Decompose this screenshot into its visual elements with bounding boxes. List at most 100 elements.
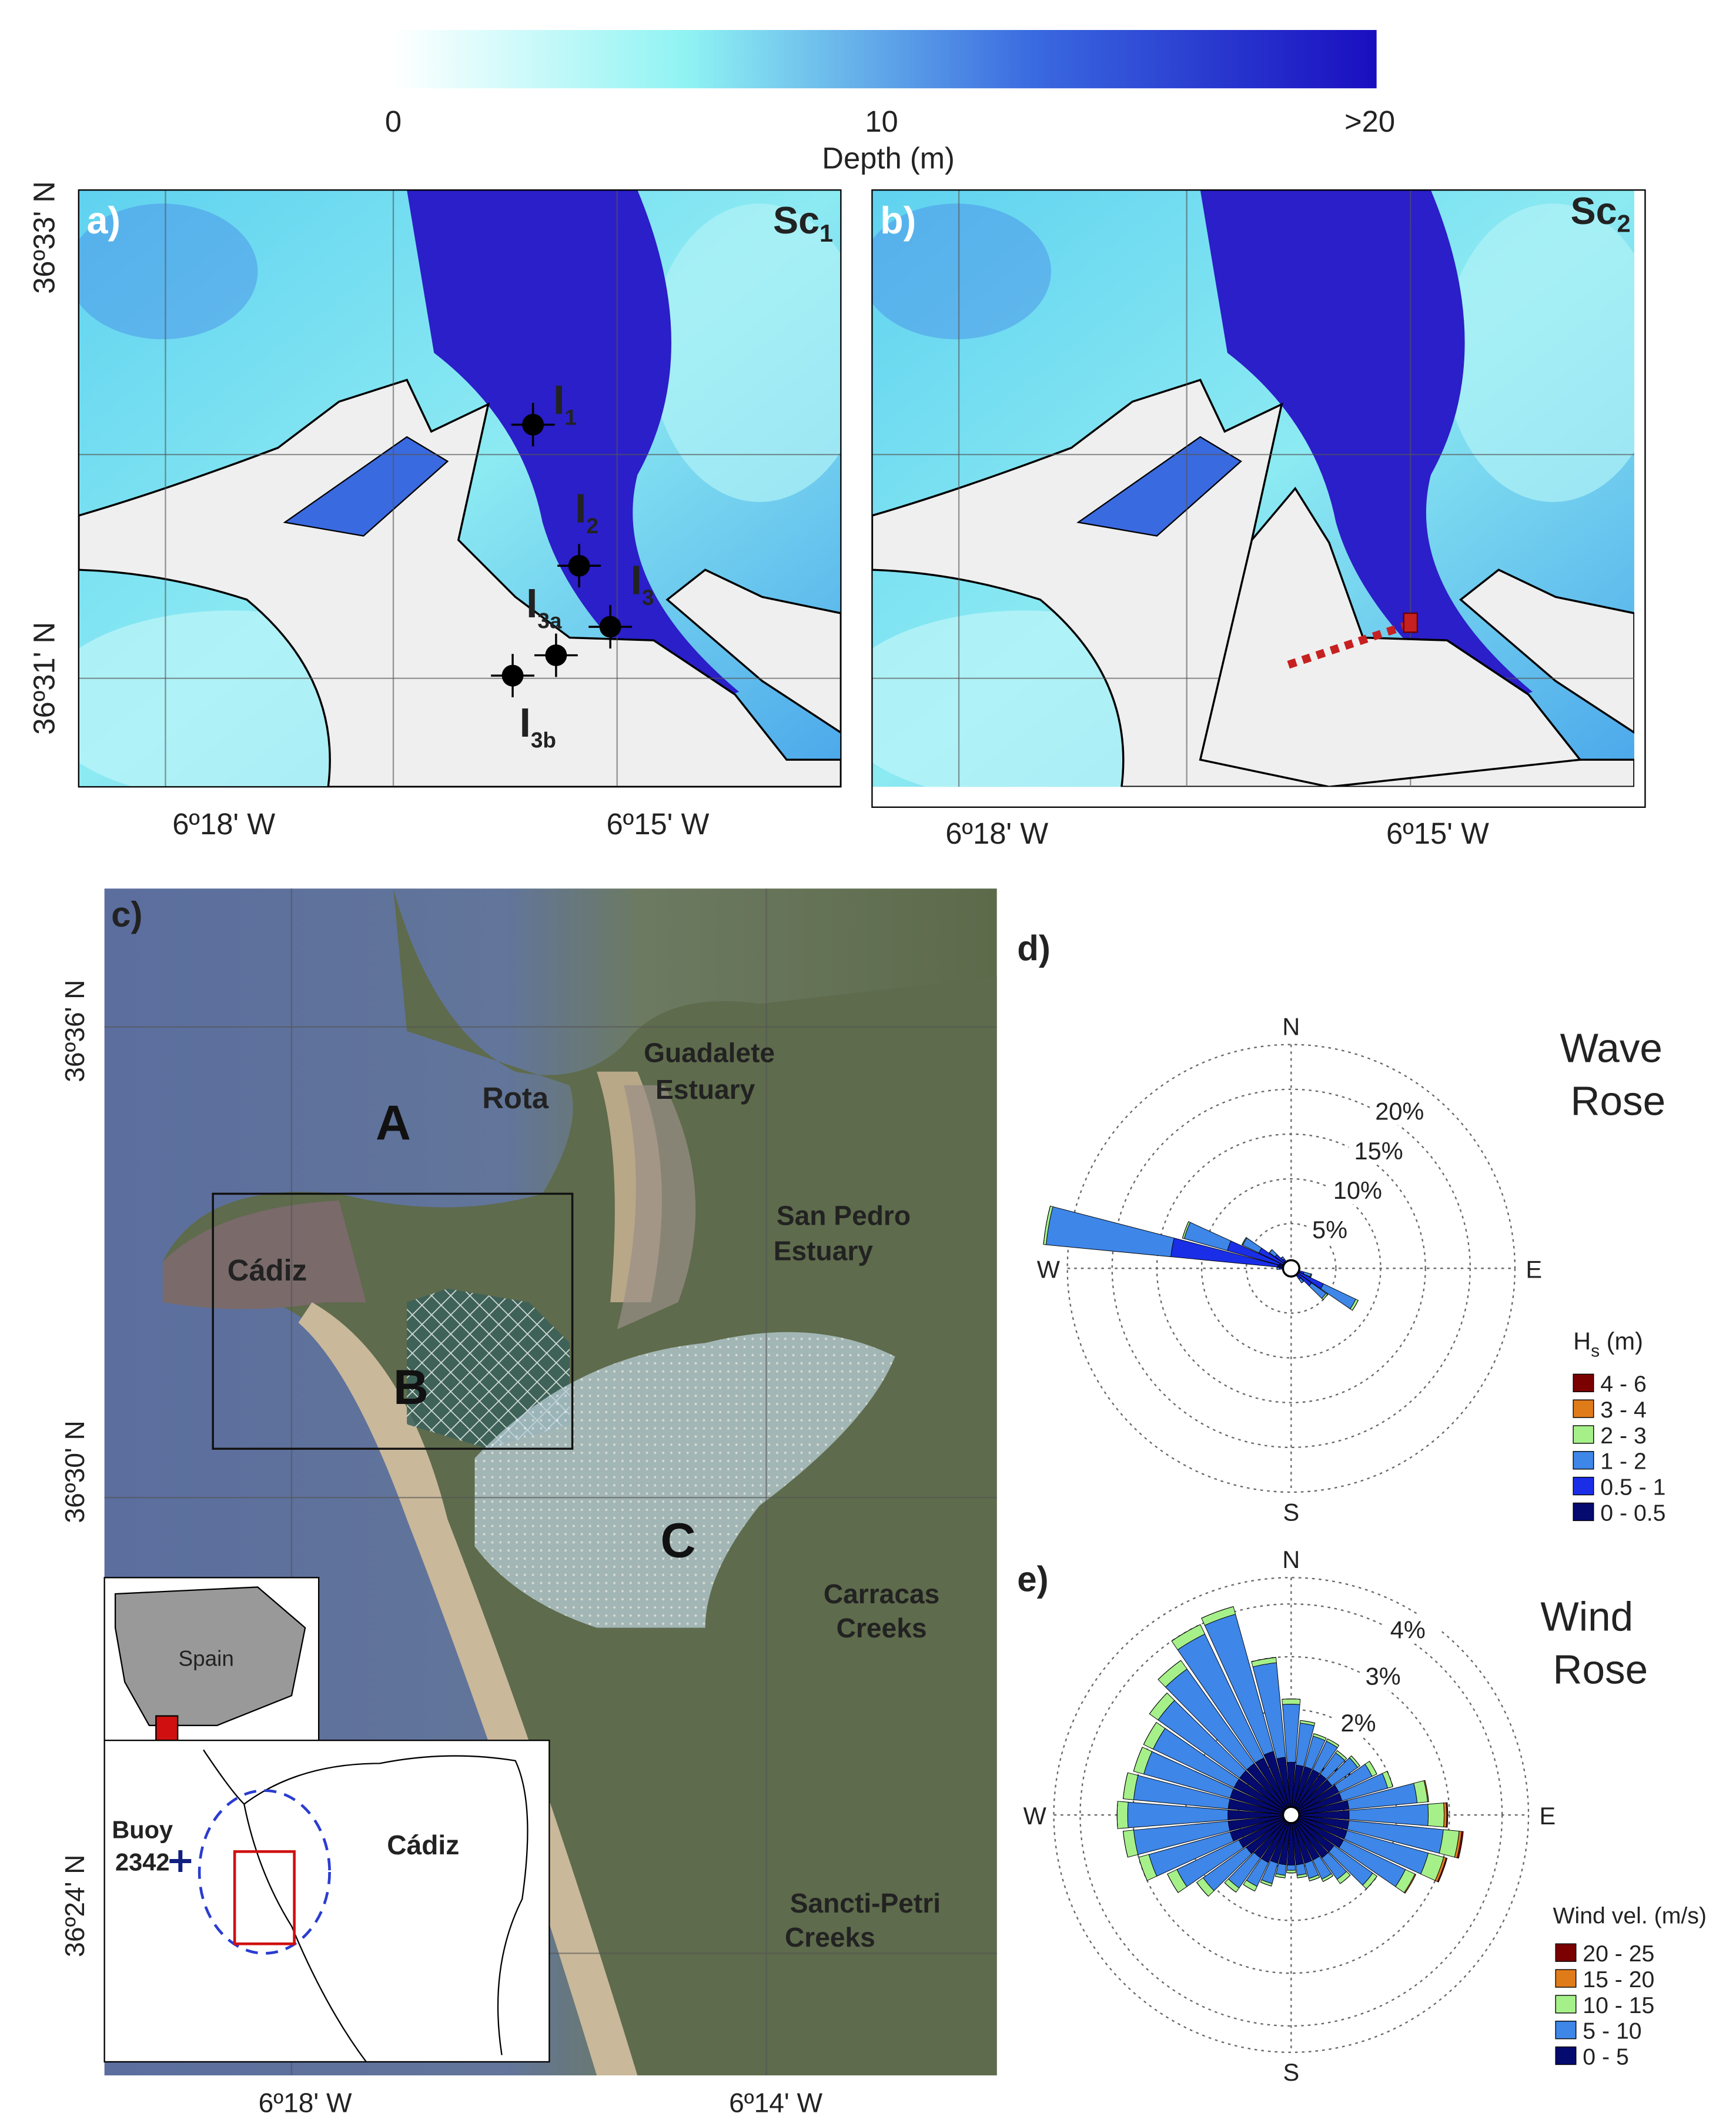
rose-center [1282, 1259, 1300, 1278]
panel-label: a) [87, 199, 121, 242]
rose-title: Rose [1571, 1078, 1666, 1124]
rose-title: Rose [1553, 1646, 1648, 1692]
ring-label: 2% [1341, 1709, 1376, 1737]
rose-ring [1111, 1088, 1471, 1449]
station-sub: 3b [531, 728, 556, 752]
scenario-name: Sc [1571, 190, 1617, 232]
rose-wedge [1282, 1699, 1301, 1705]
rose-wedge [1116, 1801, 1129, 1829]
legend-label: 0 - 0.5 [1600, 1500, 1665, 1526]
station-name: I [553, 377, 564, 423]
place-label: Carracas [824, 1579, 939, 1609]
station-label: I3b [520, 700, 556, 752]
colorbar-tick: 10 [865, 105, 898, 138]
zone-label: C [661, 1513, 696, 1568]
legend-swatch [1573, 1451, 1594, 1470]
rose-wedge [1123, 1831, 1128, 1858]
rose-wedge [1224, 1882, 1236, 1893]
lon-label: 6º15' W [1386, 817, 1489, 850]
place-label: Rota [482, 1081, 549, 1115]
rose-title: Wind [1540, 1593, 1633, 1639]
legend-label: 20 - 25 [1583, 1941, 1654, 1967]
legend-swatch [1555, 2021, 1577, 2040]
legend-title-sub: s [1591, 1341, 1600, 1360]
rose-wedge [1457, 1831, 1464, 1859]
legend-swatch [1555, 2046, 1577, 2065]
scenario: Sc1 [773, 199, 833, 247]
ring-label: 10% [1333, 1176, 1382, 1204]
legend-title-main: H [1573, 1328, 1591, 1355]
station-label: I3a [526, 580, 562, 633]
place-label: Creeks [837, 1613, 927, 1643]
rose-wedge [1276, 1266, 1280, 1270]
frame [78, 189, 842, 788]
compass-label: S [1283, 1498, 1299, 1526]
legend-label: 2 - 3 [1600, 1423, 1646, 1449]
scenario-sub: 1 [820, 219, 833, 247]
rose-wedge [1149, 1693, 1168, 1714]
rose-title: Wave [1560, 1025, 1663, 1071]
legend-swatch [1555, 1943, 1577, 1962]
legend-label: 10 - 15 [1583, 1993, 1654, 2018]
lat-label: 36º30' N [59, 1420, 90, 1523]
lat-label: 36º31' N [27, 622, 61, 735]
compass-label: W [1023, 1802, 1047, 1830]
ring-label: 15% [1354, 1137, 1403, 1165]
legend-swatch [1573, 1502, 1594, 1522]
panel-label: b) [880, 199, 916, 242]
rose-outer-ring [1066, 1044, 1516, 1493]
rose-wedge [1446, 1802, 1449, 1828]
legend-swatch [1573, 1373, 1594, 1392]
rose-wedge [1243, 1884, 1255, 1892]
station-name: I [526, 580, 537, 626]
satellite-map [103, 888, 997, 2076]
station-marker [568, 554, 590, 577]
rose-wedge [1167, 1874, 1179, 1893]
station-marker [545, 644, 567, 667]
rose-wedge [1286, 1864, 1296, 1871]
legend-swatch [1555, 1969, 1577, 1988]
ring-label: 4% [1390, 1616, 1426, 1643]
lat-label: 36º36' N [59, 979, 90, 1082]
rose-wedge [1352, 1300, 1359, 1311]
station-marker [522, 413, 544, 436]
place-label: Guadalete [644, 1038, 775, 1068]
panel-label: d) [1017, 929, 1051, 968]
legend-label: 0 - 5 [1583, 2045, 1628, 2070]
station-name: I [575, 485, 586, 531]
rose-wedge [1297, 1875, 1307, 1878]
colorbar-tick: >20 [1344, 105, 1395, 138]
station-label: I2 [575, 485, 598, 537]
stations [491, 403, 633, 698]
rose-wedge [1404, 1874, 1416, 1894]
rose-wedge [1286, 1870, 1296, 1874]
station-name: I [631, 557, 642, 603]
legend-label: 5 - 10 [1583, 2019, 1641, 2044]
scenario-name: Sc [773, 199, 820, 242]
rose-wedge [1323, 1875, 1333, 1882]
legend-swatch [1573, 1399, 1594, 1418]
compass-label: S [1283, 2058, 1299, 2086]
inset-label: Cádiz [387, 1830, 459, 1860]
lon-label: 6º18' W [259, 2087, 352, 2118]
legend-label: 3 - 4 [1600, 1397, 1646, 1423]
ring-label-bg [1384, 1613, 1442, 1644]
rose-wedge [1337, 1750, 1347, 1759]
legend-swatch [1555, 1995, 1577, 2014]
rose-wedge [1424, 1780, 1429, 1802]
rose-ring [1156, 1133, 1426, 1403]
legend-label: 0.5 - 1 [1600, 1475, 1665, 1500]
rose-wedge [1138, 1857, 1148, 1881]
colorbar-tick: 0 [385, 105, 402, 138]
colorbar-label: Depth (m) [822, 141, 955, 175]
place-label: Creeks [785, 1922, 875, 1953]
rose-ring [1079, 1603, 1503, 2027]
rose-wedge [1427, 1803, 1444, 1827]
rose-wedge [1133, 1747, 1143, 1771]
panel-label: e) [1017, 1559, 1048, 1599]
rose-wedge [1313, 1733, 1327, 1738]
panel-label: c) [111, 895, 142, 934]
station-sub: 3a [537, 609, 562, 633]
legend-title: Hs (m) [1573, 1328, 1643, 1361]
rose-center [1282, 1806, 1300, 1824]
